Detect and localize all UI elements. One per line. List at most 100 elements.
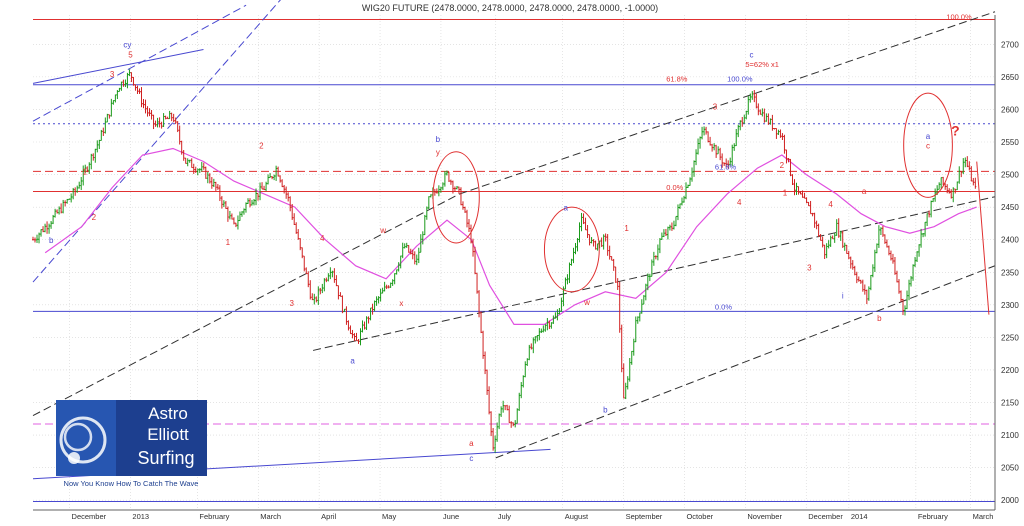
y-tick-label: 2650	[1001, 73, 1019, 82]
x-tick-label: 2013	[132, 512, 149, 521]
wave-label: 2	[92, 213, 97, 222]
x-tick-label: May	[382, 512, 396, 521]
wave-label: a	[926, 132, 931, 141]
fibonacci-labels: 100.0% 61.8% 100.0% 5=62% x1 61.8% 0.0% 0.0%	[666, 13, 972, 312]
fib-label: 61.8%	[666, 74, 688, 83]
moving-average-line	[44, 147, 977, 325]
wave-label: a	[564, 203, 569, 212]
y-tick-label: 2200	[1001, 366, 1019, 375]
wave-label: 3	[110, 70, 115, 79]
wave-label: 4	[737, 198, 742, 207]
wave-label: 1	[83, 168, 88, 177]
trend-line	[312, 196, 996, 351]
highlight-circle	[543, 206, 600, 293]
axes: 2000205021002150220022502300235024002450…	[33, 15, 1019, 521]
wave-label: cy	[123, 41, 131, 50]
x-tick-label: February	[918, 512, 948, 521]
surfer-icon	[68, 452, 80, 464]
astro-elliott-logo: Astro Elliott Surfing Now You Know How T…	[56, 400, 207, 488]
trend-line	[32, 0, 281, 283]
y-tick-label: 2400	[1001, 236, 1019, 245]
y-tick-label: 2600	[1001, 105, 1019, 114]
wave-label: b	[877, 314, 882, 323]
wave-label: 4	[828, 200, 833, 209]
wave-label: c	[749, 50, 753, 59]
trend-line	[32, 193, 460, 417]
y-tick-label: 2450	[1001, 203, 1019, 212]
highlight-circles	[432, 92, 953, 293]
grid-lines	[33, 15, 995, 510]
x-tick-label: March	[260, 512, 281, 521]
fib-label: 5=62% x1	[745, 60, 779, 69]
logo-line3: Surfing	[137, 448, 194, 468]
y-tick-label: 2150	[1001, 399, 1019, 408]
wave-label: b	[603, 405, 608, 414]
fib-label: 0.0%	[715, 302, 732, 311]
trend-line	[32, 49, 204, 84]
wave-label: a	[350, 356, 355, 365]
fib-label: 0.0%	[666, 183, 683, 192]
y-tick-label: 2300	[1001, 301, 1019, 310]
wave-swirl-inner-icon	[63, 422, 93, 452]
wave-label: i	[842, 291, 844, 300]
wave-label: ?	[951, 122, 960, 138]
x-tick-label: September	[626, 512, 663, 521]
wave-label: c	[469, 454, 473, 463]
y-tick-label: 2250	[1001, 333, 1019, 342]
y-tick-label: 2700	[1001, 40, 1019, 49]
x-tick-label: December	[72, 512, 107, 521]
x-tick-label: April	[321, 512, 336, 521]
fib-label: 100.0%	[946, 13, 972, 22]
fib-label: 61.8%	[715, 162, 737, 171]
wave-label: 3	[713, 102, 718, 111]
trend-line	[495, 265, 996, 459]
wave-label: c	[926, 142, 930, 151]
logo-line2: Elliott	[147, 425, 189, 444]
logo-line1: Astro	[148, 404, 188, 423]
wave-label: 4	[320, 234, 325, 243]
y-tick-label: 2550	[1001, 138, 1019, 147]
wave-label: 1	[783, 188, 788, 197]
wave-label: w	[583, 298, 590, 307]
y-tick-label: 2500	[1001, 171, 1019, 180]
wave-label: w	[379, 226, 386, 235]
logo-tagline: Now You Know How To Catch The Wave	[64, 479, 199, 488]
trend-line	[459, 11, 996, 195]
chart-title: WIG20 FUTURE (2478.0000, 2478.0000, 2478…	[362, 3, 658, 13]
x-tick-label: June	[443, 512, 459, 521]
y-tick-label: 2100	[1001, 431, 1019, 440]
wave-label: a	[469, 439, 474, 448]
wave-swirl-icon	[59, 416, 107, 464]
wave-label: 2	[259, 142, 264, 151]
wave-label: 3	[290, 299, 295, 308]
wave-label: y	[436, 148, 440, 157]
wave-label: b	[49, 236, 54, 245]
x-tick-label: 2014	[851, 512, 868, 521]
trend-lines	[32, 0, 996, 480]
highlight-circle	[432, 151, 480, 244]
moving-average	[44, 147, 977, 325]
wave-label: 1	[624, 224, 629, 233]
x-tick-label: December	[808, 512, 843, 521]
wave-label: b	[436, 135, 441, 144]
trend-line	[32, 4, 247, 122]
wave-label: 1	[226, 238, 231, 247]
highlight-circle	[903, 92, 953, 198]
x-tick-label: July	[498, 512, 512, 521]
y-tick-label: 2350	[1001, 268, 1019, 277]
x-tick-label: October	[686, 512, 713, 521]
fib-label: 100.0%	[727, 74, 753, 83]
price-bars	[32, 69, 977, 453]
y-tick-label: 2000	[1001, 496, 1019, 505]
wave-label: a	[862, 187, 867, 196]
trend-line	[976, 161, 990, 315]
wave-label: 2	[780, 161, 785, 170]
x-tick-label: February	[199, 512, 229, 521]
wave-label: 5	[128, 50, 133, 59]
wave-label: 3	[807, 263, 812, 272]
x-tick-label: August	[565, 512, 589, 521]
x-tick-label: March	[973, 512, 994, 521]
